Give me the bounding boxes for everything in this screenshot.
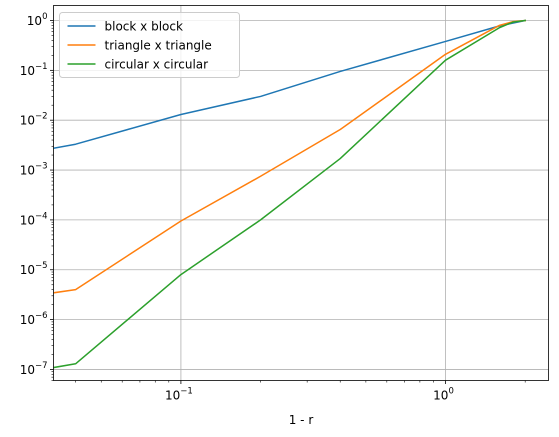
series-line-block-x-block	[53, 19, 527, 149]
plot-frame	[53, 5, 549, 381]
series-line-triangle-x-triangle	[53, 19, 526, 294]
y-tick-label: 10−7	[20, 361, 48, 377]
y-tick-label: 10−6	[20, 311, 48, 327]
series-line-circular-x-circular	[53, 19, 527, 369]
grid	[53, 5, 549, 381]
x-tick-label: 10−1	[165, 387, 193, 403]
y-tick-label: 100	[27, 12, 48, 28]
legend: block x block triangle x triangle circular…	[59, 12, 240, 78]
y-tick-label: 10−1	[20, 62, 48, 78]
legend-label: circular x circular	[105, 58, 209, 72]
ticks: 10−1 100 10−7 10−6 10−5 10−4 10−3 10−2 10−1 100	[20, 12, 526, 403]
x-axis-label: 1 - r	[289, 413, 314, 427]
y-tick-label: 10−2	[20, 112, 48, 128]
y-tick-label: 10−5	[20, 261, 48, 277]
legend-box	[59, 12, 240, 78]
x-tick-label: 100	[433, 387, 454, 403]
y-tick-label: 10−4	[20, 211, 48, 227]
series-layer	[53, 19, 527, 369]
legend-label: block x block	[105, 20, 183, 34]
y-tick-label: 10−3	[20, 162, 48, 178]
legend-label: triangle x triangle	[105, 39, 212, 53]
